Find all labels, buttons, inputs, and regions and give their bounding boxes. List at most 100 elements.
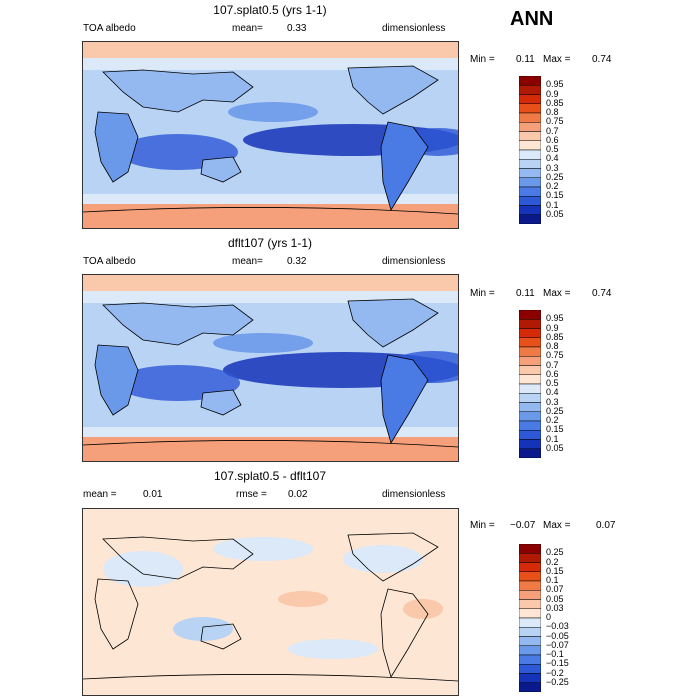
panel3-south-america-outline (380, 588, 429, 678)
panel1-map (82, 41, 459, 229)
colorbar-tick-label: 0.5 (546, 378, 559, 388)
panel2-africa-outline (94, 344, 139, 416)
colorbar-swatch (519, 383, 541, 394)
panel3-colorbar-labels: 0.25 0.2 0.15 0.1 0.07 0.05 0.03 0 −0.03 −0.05 −0.… (546, 544, 606, 692)
colorbar-swatch (519, 627, 541, 637)
colorbar-tick-label: 0.6 (546, 134, 559, 145)
colorbar-tick-label: 0.7 (546, 125, 559, 136)
panel1-colorbar-svg (519, 76, 541, 224)
panel3-colorbar (519, 544, 541, 692)
colorbar-swatch (519, 356, 541, 366)
panel3-negative-patch-3 (343, 545, 423, 573)
panel3-map (82, 508, 459, 696)
colorbar-tick-label: 0.4 (546, 153, 559, 164)
panel1-colorbar (519, 76, 541, 224)
panel2-max-label: Max = (543, 288, 571, 299)
colorbar-swatch (519, 319, 541, 329)
panel3-north-america-outline (347, 532, 439, 582)
panel3-negative-patch-5 (288, 639, 378, 659)
colorbar-tick-label: 0.2 (546, 415, 559, 425)
colorbar-tick-label: 0.85 (546, 97, 564, 108)
colorbar-swatch (519, 571, 541, 582)
panel2-antarctic-band (83, 437, 458, 461)
colorbar-swatch (519, 654, 541, 665)
panel3-max-value: 0.07 (596, 520, 616, 531)
panel2-mean-label: mean= (232, 256, 263, 267)
colorbar-swatch (519, 94, 541, 104)
colorbar-tick-label: 0.05 (546, 593, 564, 604)
panel3-australia-outline (200, 623, 242, 650)
colorbar-swatch (519, 76, 541, 86)
colorbar-tick-label: 0.25 (546, 547, 564, 558)
panel3-colorbar-svg (519, 544, 541, 692)
colorbar-tick-label: 0.85 (546, 331, 564, 342)
colorbar-tick-label: −0.03 (546, 621, 569, 632)
colorbar-swatch (519, 562, 541, 572)
panel3-max-label: Max = (543, 520, 571, 531)
panel1-mean-label: mean= (232, 23, 263, 34)
panel1-max-label: Max = (543, 54, 571, 65)
colorbar-swatch (519, 544, 541, 554)
panel3-negative-patch-1 (103, 551, 183, 587)
colorbar-tick-label: 0.1 (546, 433, 559, 444)
colorbar-tick-label: 0.05 (546, 442, 564, 453)
colorbar-tick-label: 0 (546, 612, 552, 622)
colorbar-tick-label: −0.15 (546, 658, 569, 669)
colorbar-swatch (519, 673, 541, 683)
colorbar-tick-label: 0.4 (546, 387, 559, 398)
colorbar-tick-label: 0.2 (546, 181, 559, 191)
panel3-map-svg (83, 509, 458, 695)
colorbar-swatch (519, 682, 541, 692)
panel2-colorbar-labels: 0.95 0.9 0.85 0.8 0.75 0.7 0.6 0.5 0.4 0.3 0.25 0.2… (546, 310, 606, 458)
panel3-mean-value: 0.01 (143, 489, 163, 500)
colorbar-tick-label: −0.25 (546, 676, 569, 687)
panel3-negative-patch-2 (213, 537, 313, 561)
colorbar-swatch (519, 196, 541, 206)
colorbar-tick-label: 0.1 (546, 575, 559, 585)
panel2-min-value: 0.11 (516, 288, 535, 299)
colorbar-swatch (519, 439, 541, 449)
colorbar-swatch (519, 214, 541, 224)
panel2-antarctica-coast (83, 440, 458, 448)
colorbar-swatch (519, 664, 541, 674)
colorbar-swatch (519, 448, 541, 458)
colorbar-swatch (519, 310, 541, 320)
panel1-antarctica-coast (83, 207, 458, 215)
colorbar-swatch (519, 149, 541, 160)
colorbar-swatch (519, 617, 541, 628)
panel3-antarctica-coast (83, 674, 458, 682)
colorbar-swatch (519, 328, 541, 338)
colorbar-swatch (519, 159, 541, 169)
colorbar-tick-label: 0.75 (546, 350, 564, 361)
colorbar-swatch (519, 365, 541, 375)
panel2-map-svg (83, 275, 458, 461)
colorbar-swatch (519, 645, 541, 656)
colorbar-tick-label: 0.95 (546, 313, 564, 324)
panel2-eurasia-outline (102, 302, 254, 346)
panel1-min-label: Min = (470, 54, 495, 65)
colorbar-tick-label: 0.8 (546, 341, 559, 351)
colorbar-tick-label: 0.15 (546, 424, 564, 435)
panel2-title: dflt107 (yrs 1-1) (227, 236, 313, 250)
panel2-units: dimensionless (382, 256, 446, 267)
colorbar-tick-label: 0.8 (546, 107, 559, 117)
colorbar-tick-label: −0.05 (546, 630, 569, 641)
panel3-min-label: Min = (470, 520, 495, 531)
colorbar-swatch (519, 402, 541, 412)
panel1-title: 107.splat0.5 (yrs 1-1) (213, 3, 327, 17)
colorbar-tick-label: 0.15 (546, 190, 564, 201)
colorbar-tick-label: 0.3 (546, 396, 559, 407)
panel1-north-pacific-feature (228, 102, 318, 122)
colorbar-swatch (519, 430, 541, 440)
colorbar-swatch (519, 608, 541, 619)
panel3-units: dimensionless (382, 489, 446, 500)
panel2-map (82, 274, 459, 462)
colorbar-tick-label: 0.05 (546, 208, 564, 219)
panel2-max-value: 0.74 (592, 288, 612, 299)
colorbar-swatch (519, 420, 541, 431)
panel2-colorbar (519, 310, 541, 458)
colorbar-swatch (519, 140, 541, 151)
colorbar-swatch (519, 131, 541, 141)
panel1-units: dimensionless (382, 23, 446, 34)
colorbar-swatch (519, 85, 541, 95)
